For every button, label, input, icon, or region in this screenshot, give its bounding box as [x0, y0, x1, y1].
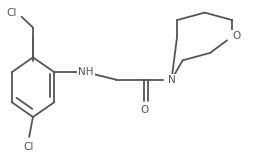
Text: N: N — [168, 75, 175, 85]
Text: NH: NH — [78, 67, 94, 77]
Text: O: O — [232, 31, 240, 41]
Text: Cl: Cl — [23, 142, 34, 152]
Text: Cl: Cl — [7, 8, 17, 18]
Text: O: O — [140, 105, 148, 115]
